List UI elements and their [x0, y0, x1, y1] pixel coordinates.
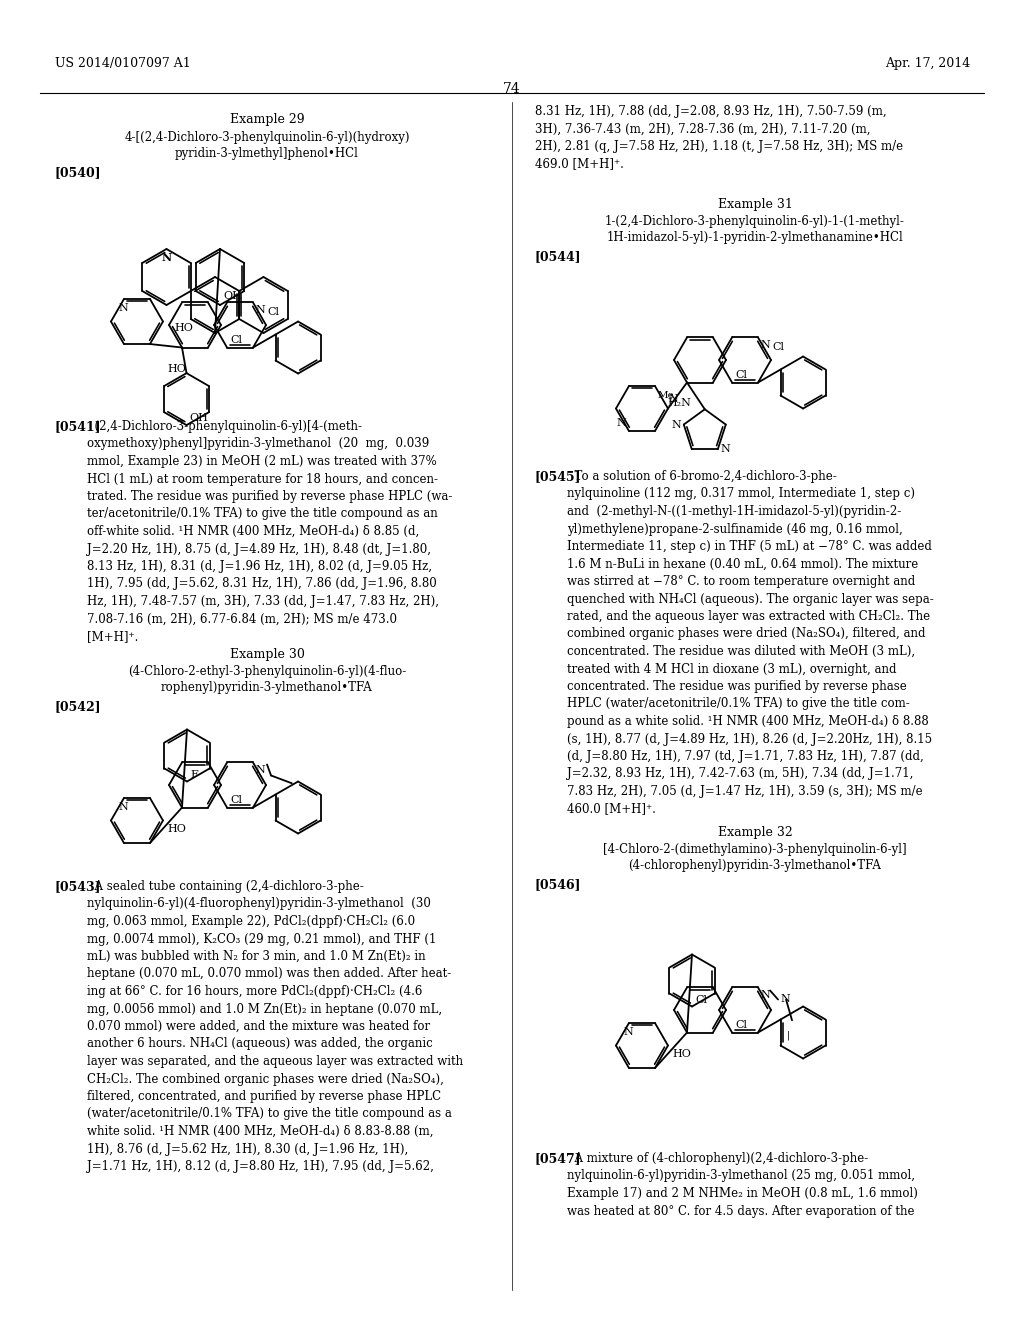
- Text: 8.31 Hz, 1H), 7.88 (dd, J=2.08, 8.93 Hz, 1H), 7.50-7.59 (m,
3H), 7.36-7.43 (m, 2: 8.31 Hz, 1H), 7.88 (dd, J=2.08, 8.93 Hz,…: [535, 106, 903, 170]
- Text: |: |: [786, 1031, 790, 1040]
- Text: (2,4-Dichloro-3-phenylquinolin-6-yl)[4-(meth-
oxymethoxy)phenyl]pyridin-3-ylmeth: (2,4-Dichloro-3-phenylquinolin-6-yl)[4-(…: [87, 420, 453, 643]
- Text: F: F: [190, 770, 198, 780]
- Text: Example 30: Example 30: [229, 648, 304, 661]
- Text: US 2014/0107097 A1: US 2014/0107097 A1: [55, 57, 190, 70]
- Text: 1H-imidazol-5-yl)-1-pyridin-2-ylmethanamine•HCl: 1H-imidazol-5-yl)-1-pyridin-2-ylmethanam…: [606, 231, 903, 244]
- Text: A sealed tube containing (2,4-dichloro-3-phe-
nylquinolin-6-yl)(4-fluorophenyl)p: A sealed tube containing (2,4-dichloro-3…: [87, 880, 463, 1173]
- Text: pyridin-3-ylmethyl]phenol•HCl: pyridin-3-ylmethyl]phenol•HCl: [175, 147, 359, 160]
- Text: To a solution of 6-bromo-2,4-dichloro-3-phe-
nylquinoline (112 mg, 0.317 mmol, I: To a solution of 6-bromo-2,4-dichloro-3-…: [567, 470, 934, 816]
- Text: N: N: [118, 803, 128, 812]
- Text: H₂N: H₂N: [667, 397, 691, 408]
- Text: Cl: Cl: [735, 1019, 748, 1030]
- Text: Example 31: Example 31: [718, 198, 793, 211]
- Text: [0544]: [0544]: [535, 249, 582, 263]
- Text: HO: HO: [673, 1048, 691, 1059]
- Text: Cl: Cl: [230, 795, 242, 804]
- Text: Cl: Cl: [695, 994, 707, 1005]
- Text: HO: HO: [168, 363, 186, 374]
- Text: Example 29: Example 29: [229, 114, 304, 125]
- Text: [0540]: [0540]: [55, 166, 101, 180]
- Text: [0541]: [0541]: [55, 420, 101, 433]
- Text: N: N: [623, 1027, 633, 1038]
- Text: 74: 74: [503, 82, 521, 96]
- Text: N: N: [721, 445, 730, 454]
- Text: N: N: [669, 393, 679, 404]
- Text: (4-chlorophenyl)pyridin-3-ylmethanol•TFA: (4-chlorophenyl)pyridin-3-ylmethanol•TFA: [629, 859, 882, 873]
- Text: OH: OH: [223, 290, 242, 301]
- Text: N: N: [671, 420, 681, 429]
- Text: Cl: Cl: [735, 370, 748, 380]
- Text: N: N: [255, 766, 265, 775]
- Text: (4-Chloro-2-ethyl-3-phenylquinolin-6-yl)(4-fluo-: (4-Chloro-2-ethyl-3-phenylquinolin-6-yl)…: [128, 665, 407, 678]
- Text: [0542]: [0542]: [55, 700, 101, 713]
- Text: Example 32: Example 32: [718, 826, 793, 840]
- Text: [0545]: [0545]: [535, 470, 582, 483]
- Text: Cl: Cl: [230, 334, 242, 345]
- Text: rophenyl)pyridin-3-ylmethanol•TFA: rophenyl)pyridin-3-ylmethanol•TFA: [161, 681, 373, 694]
- Text: N: N: [118, 304, 128, 313]
- Text: Cl: Cl: [772, 342, 784, 352]
- Text: N: N: [780, 994, 790, 1005]
- Text: Apr. 17, 2014: Apr. 17, 2014: [885, 57, 970, 70]
- Text: N: N: [162, 252, 172, 263]
- Text: HO: HO: [168, 824, 186, 833]
- Text: 4-[(2,4-Dichloro-3-phenylquinolin-6-yl)(hydroxy): 4-[(2,4-Dichloro-3-phenylquinolin-6-yl)(…: [124, 131, 410, 144]
- Text: [0543]: [0543]: [55, 880, 101, 894]
- Text: [4-Chloro-2-(dimethylamino)-3-phenylquinolin-6-yl]: [4-Chloro-2-(dimethylamino)-3-phenylquin…: [603, 843, 907, 855]
- Text: Cl: Cl: [267, 308, 279, 318]
- Text: [0547]: [0547]: [535, 1152, 582, 1166]
- Text: HO: HO: [174, 323, 193, 333]
- Text: N: N: [760, 341, 770, 351]
- Text: N: N: [760, 990, 770, 1001]
- Text: A mixture of (4-chlorophenyl)(2,4-dichloro-3-phe-
nylquinolin-6-yl)pyridin-3-ylm: A mixture of (4-chlorophenyl)(2,4-dichlo…: [567, 1152, 918, 1217]
- Text: N: N: [255, 305, 265, 315]
- Text: N: N: [616, 418, 626, 428]
- Text: Me: Me: [657, 391, 674, 400]
- Text: 1-(2,4-Dichloro-3-phenylquinolin-6-yl)-1-(1-methyl-: 1-(2,4-Dichloro-3-phenylquinolin-6-yl)-1…: [605, 215, 905, 228]
- Text: OH: OH: [189, 413, 209, 424]
- Text: [0546]: [0546]: [535, 878, 582, 891]
